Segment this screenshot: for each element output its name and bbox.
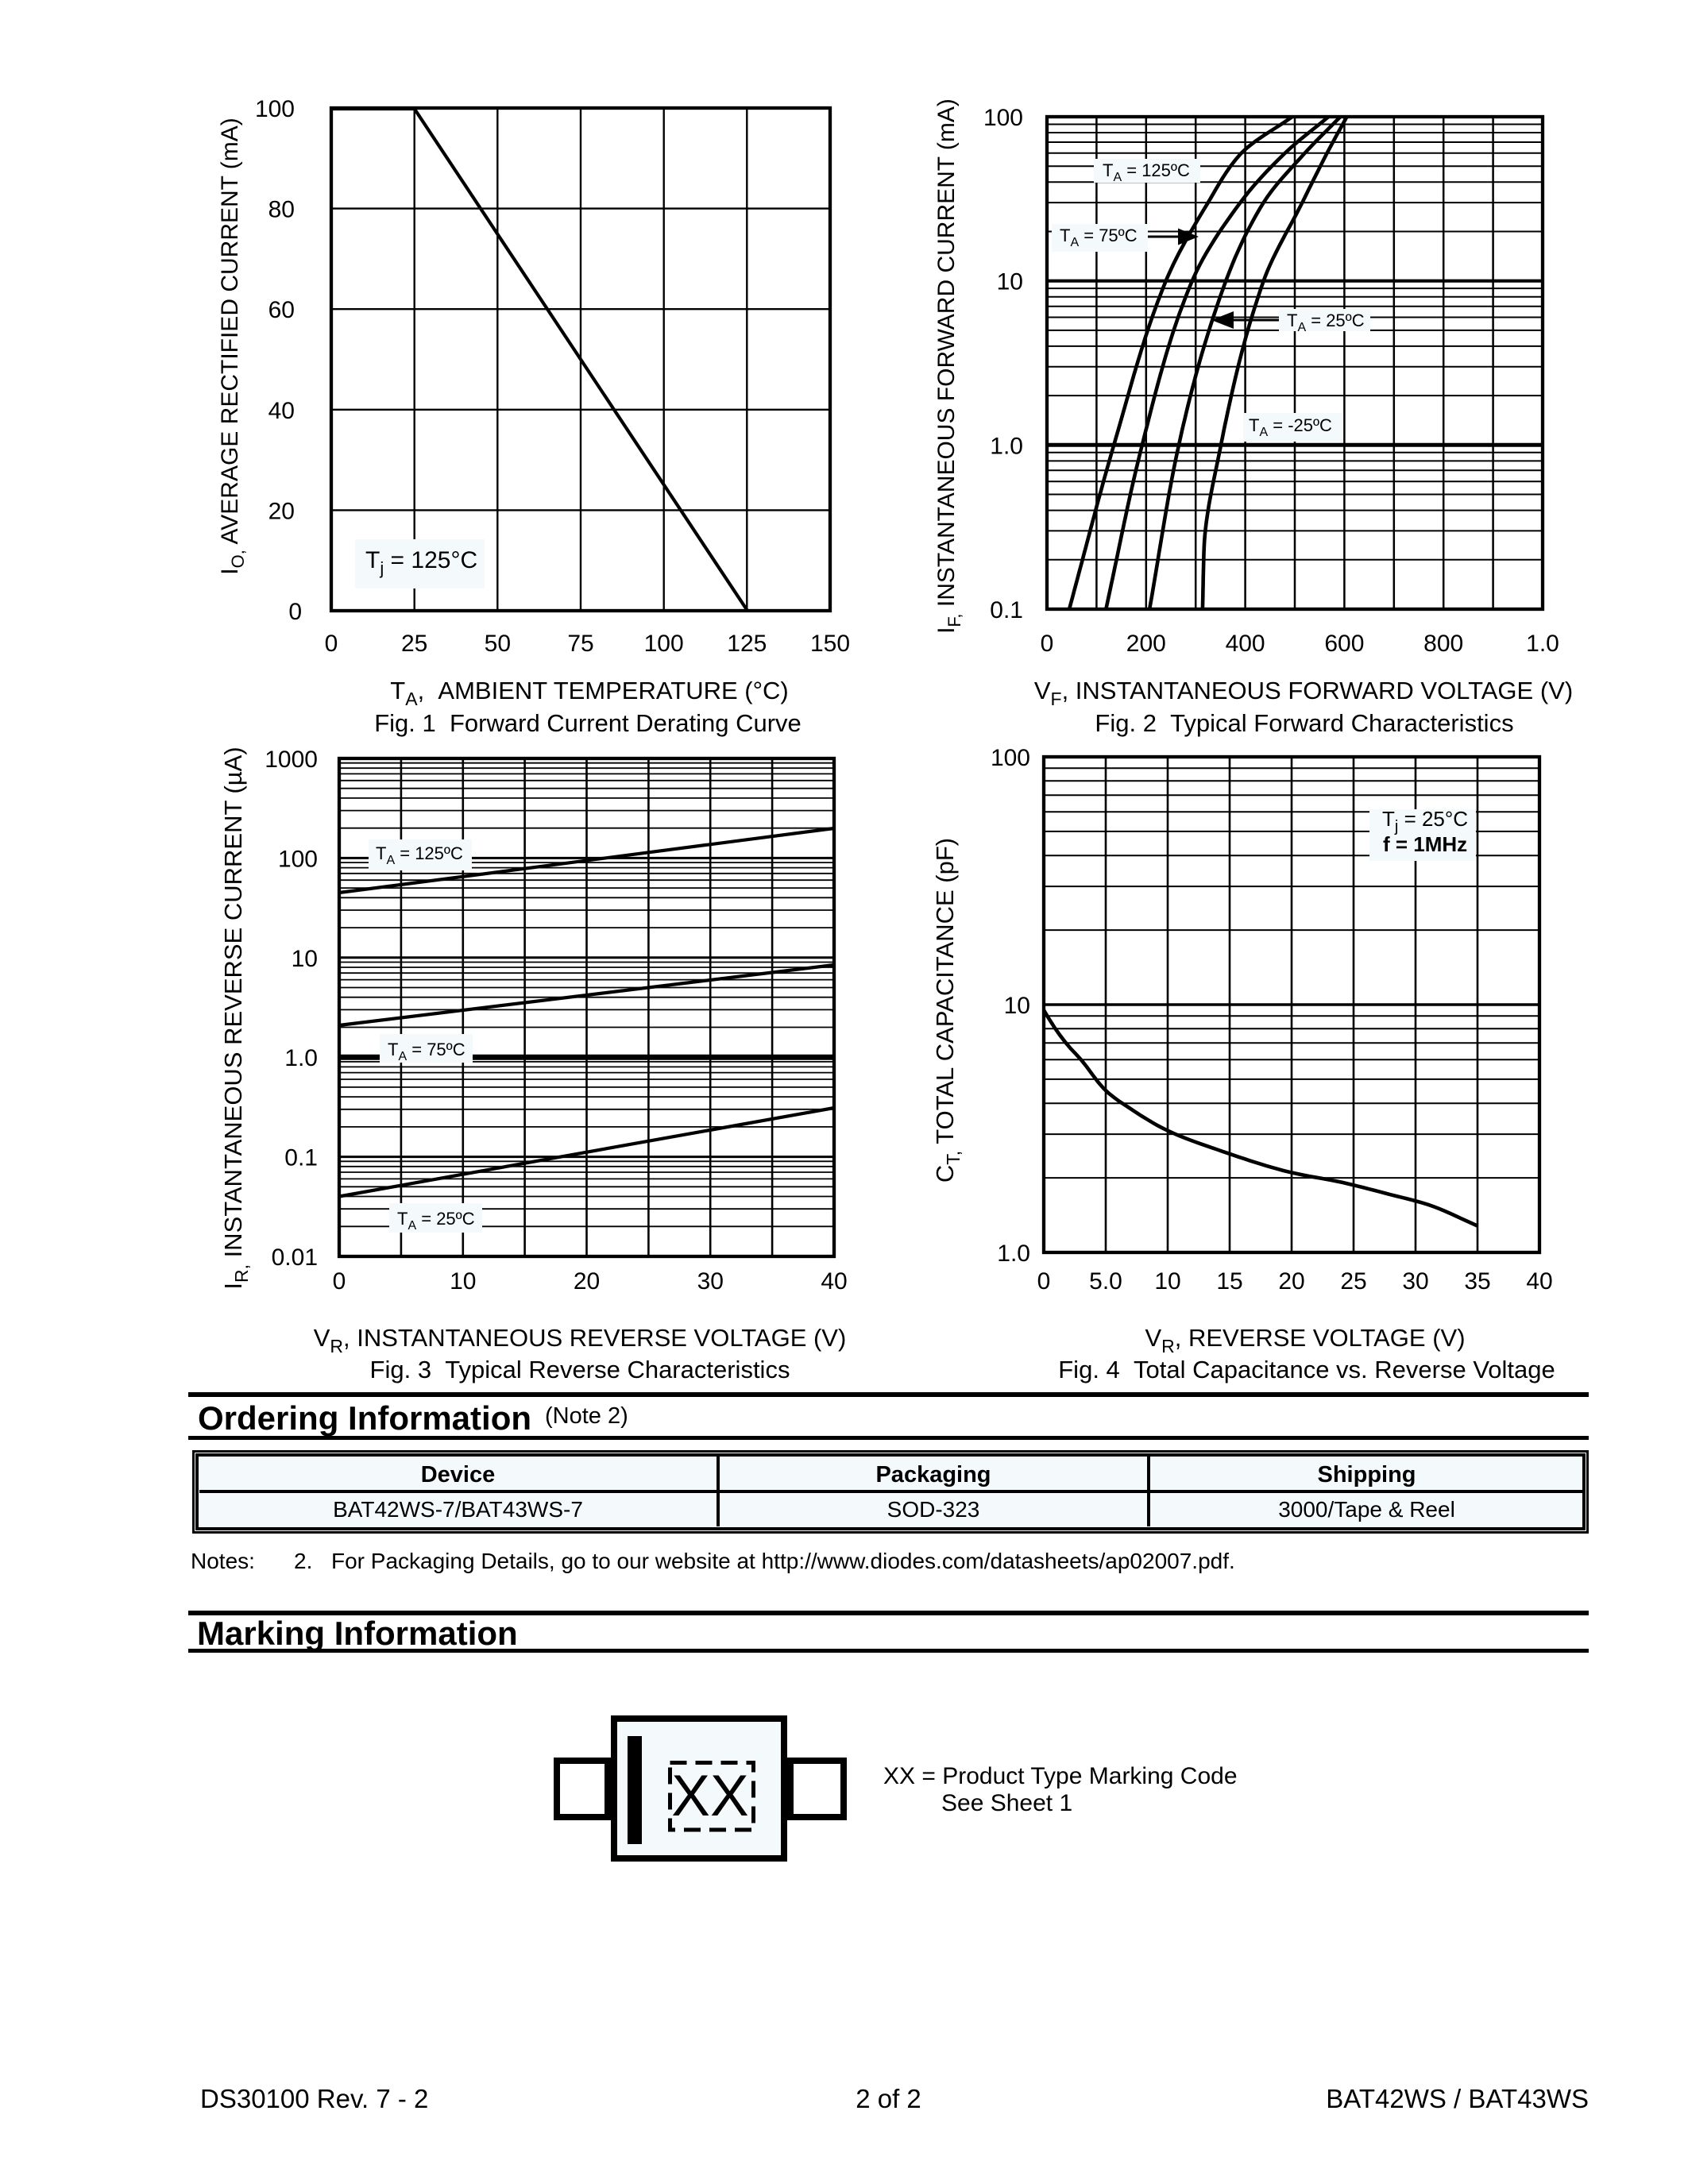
svg-text:0: 0	[325, 631, 338, 657]
svg-text:0.1: 0.1	[990, 597, 1023, 623]
svg-text:CT, TOTAL CAPACITANCE (pF): CT, TOTAL CAPACITANCE (pF)	[931, 838, 964, 1183]
svg-text:100: 100	[278, 846, 318, 872]
svg-text:VR, REVERSE VOLTAGE (V): VR, REVERSE VOLTAGE (V)	[1145, 1324, 1465, 1356]
svg-text:TA = -25ºC: TA = -25ºC	[1249, 415, 1332, 439]
svg-text:400: 400	[1226, 631, 1265, 657]
svg-text:Fig. 3 Typical Reverse Charac: Fig. 3 Typical Reverse Characteristics	[370, 1356, 790, 1383]
svg-text:Fig. 2 Typical Forward Charac: Fig. 2 Typical Forward Characteristics	[1095, 709, 1513, 737]
svg-text:35: 35	[1464, 1268, 1490, 1295]
svg-text:60: 60	[268, 297, 295, 323]
svg-text:VF, INSTANTANEOUS FORWARD VOLT: VF, INSTANTANEOUS FORWARD VOLTAGE (V)	[1034, 677, 1573, 709]
svg-text:10: 10	[1004, 993, 1030, 1019]
svg-text:TA, AMBIENT TEMPERATURE (°C): TA, AMBIENT TEMPERATURE (°C)	[390, 677, 788, 709]
svg-text:Tj = 25°C: Tj = 25°C	[1382, 807, 1468, 835]
svg-text:TA = 25ºC: TA = 25ºC	[1287, 311, 1365, 334]
svg-text:15: 15	[1216, 1268, 1242, 1295]
svg-text:1.0: 1.0	[997, 1241, 1030, 1267]
svg-text:125: 125	[727, 631, 767, 657]
svg-text:IF, INSTANTANEOUS FORWARD CURR: IF, INSTANTANEOUS FORWARD CURRENT (mA)	[933, 98, 964, 634]
svg-text:20: 20	[1278, 1268, 1304, 1295]
svg-text:0: 0	[1041, 631, 1054, 657]
svg-text:40: 40	[821, 1268, 847, 1295]
svg-text:5.0: 5.0	[1089, 1268, 1122, 1295]
svg-text:TA = 75ºC: TA = 75ºC	[1060, 226, 1138, 249]
svg-text:100: 100	[991, 745, 1030, 771]
svg-text:600: 600	[1324, 631, 1364, 657]
svg-text:20: 20	[574, 1268, 600, 1295]
svg-text:0: 0	[288, 599, 302, 625]
svg-text:1000: 1000	[265, 747, 318, 773]
svg-text:TA = 25ºC: TA = 25ºC	[397, 1209, 475, 1233]
svg-text:TA = 75ºC: TA = 75ºC	[388, 1040, 465, 1063]
svg-text:10: 10	[292, 946, 318, 972]
svg-text:10: 10	[997, 269, 1023, 295]
svg-text:1.0: 1.0	[1526, 631, 1559, 657]
svg-text:150: 150	[810, 631, 850, 657]
svg-text:800: 800	[1423, 631, 1463, 657]
svg-text:100: 100	[644, 631, 684, 657]
svg-text:50: 50	[485, 631, 511, 657]
svg-text:IR, INSTANTANEOUS REVERSE CURR: IR, INSTANTANEOUS REVERSE CURRENT (µA)	[219, 747, 252, 1289]
svg-text:0.1: 0.1	[284, 1145, 318, 1171]
svg-text:10: 10	[450, 1268, 476, 1295]
svg-text:Fig. 1 Forward Current Derati: Fig. 1 Forward Current Derating Curve	[374, 709, 802, 737]
svg-text:30: 30	[1402, 1268, 1428, 1295]
svg-text:0.01: 0.01	[272, 1244, 318, 1271]
svg-text:TA = 125ºC: TA = 125ºC	[1103, 160, 1190, 184]
svg-text:20: 20	[268, 498, 295, 524]
svg-text:30: 30	[697, 1268, 724, 1295]
svg-text:IO, AVERAGE RECTIFIED CURRENT: IO, AVERAGE RECTIFIED CURRENT (mA)	[217, 118, 248, 575]
svg-text:VR, INSTANTANEOUS REVERSE VOLT: VR, INSTANTANEOUS REVERSE VOLTAGE (V)	[314, 1324, 847, 1356]
svg-text:1.0: 1.0	[284, 1045, 318, 1071]
svg-text:1.0: 1.0	[990, 433, 1023, 459]
svg-text:80: 80	[268, 197, 295, 223]
svg-text:40: 40	[268, 398, 295, 424]
svg-text:25: 25	[1340, 1268, 1366, 1295]
svg-text:100: 100	[983, 105, 1023, 131]
svg-text:XX: XX	[671, 1764, 748, 1828]
svg-text:Tj = 125°C: Tj = 125°C	[365, 547, 477, 578]
svg-text:25: 25	[401, 631, 427, 657]
svg-text:100: 100	[255, 96, 295, 122]
svg-text:0: 0	[1037, 1268, 1051, 1295]
svg-text:75: 75	[567, 631, 593, 657]
svg-text:TA = 125ºC: TA = 125ºC	[376, 843, 463, 867]
svg-text:Fig. 4 Total Capacitance vs.: Fig. 4 Total Capacitance vs. Reverse Vol…	[1058, 1356, 1555, 1383]
svg-text:40: 40	[1526, 1268, 1552, 1295]
svg-text:f = 1MHz: f = 1MHz	[1383, 832, 1467, 856]
svg-text:10: 10	[1154, 1268, 1180, 1295]
svg-text:200: 200	[1126, 631, 1166, 657]
svg-text:0: 0	[333, 1268, 346, 1295]
